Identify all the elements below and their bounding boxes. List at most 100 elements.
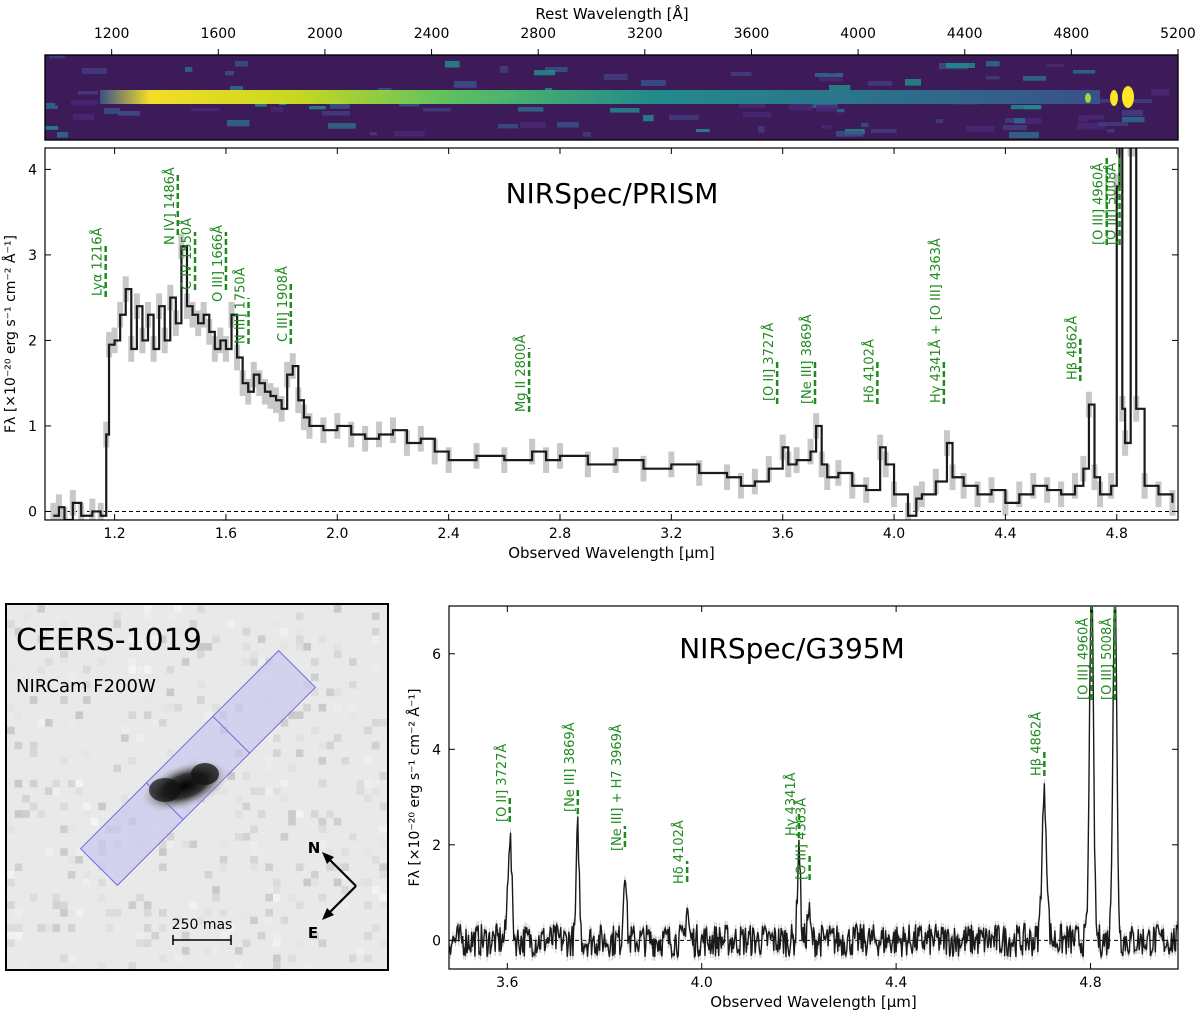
spectrum-2d-noise-patch: [191, 108, 220, 112]
noise-pixel: [67, 909, 76, 917]
noise-pixel: [235, 962, 243, 970]
spectrum-2d-noise-patch: [394, 131, 425, 137]
noise-pixel: [371, 886, 380, 894]
noise-pixel: [197, 802, 205, 811]
noise-pixel: [204, 848, 213, 856]
noise-pixel: [235, 795, 243, 803]
spectrum-2d-noise-patch: [821, 125, 832, 129]
spectrum-2d-noise-patch: [423, 108, 451, 112]
spectrum-2d-noise-patch: [57, 132, 69, 138]
spectrum-2d-noise-patch: [55, 102, 85, 106]
noise-pixel: [341, 863, 349, 871]
spectrum-2d-noise-patch: [1023, 76, 1047, 81]
noise-pixel: [52, 635, 61, 643]
noise-pixel: [83, 871, 91, 879]
noise-pixel: [159, 840, 167, 849]
spectrum-2d-noise-patch: [1129, 99, 1152, 104]
noise-pixel: [105, 924, 114, 932]
spectrum-2d-noise-patch: [534, 70, 556, 76]
spectrum-2d-noise-patch: [836, 131, 864, 137]
noise-pixel: [265, 764, 273, 773]
noise-pixel: [151, 635, 159, 643]
compass-n-label: N: [308, 839, 321, 857]
noise-pixel: [29, 802, 38, 811]
y-tick-label: 3: [28, 248, 37, 264]
prism-panel: 1.2 1.6 2.0 2.4 2.8 3.2 3.6 4.0 4.4 4.8 0 1 2 3 4 Obser…: [2, 4, 1196, 562]
noise-pixel: [333, 734, 342, 742]
spectrum-2d-panel: [44, 54, 1179, 141]
noise-pixel: [371, 635, 380, 643]
y-tick-label: 1: [28, 419, 37, 435]
noise-pixel: [166, 703, 175, 712]
noise-pixel: [75, 855, 83, 864]
noise-pixel: [288, 954, 296, 963]
noise-pixel: [250, 916, 258, 925]
noise-pixel: [60, 620, 68, 628]
spectrum-2d-hbeta-blob: [1085, 93, 1091, 103]
noise-pixel: [128, 962, 137, 970]
y-tick-label: 0: [28, 504, 37, 520]
spectrum-2d-noise-patch: [1009, 132, 1039, 139]
noise-pixel: [257, 787, 266, 795]
line-label: O III] 1666Å: [210, 225, 226, 302]
noise-pixel: [349, 658, 357, 666]
noise-pixel: [250, 848, 258, 856]
spectrum-2d-noise-patch: [322, 111, 351, 116]
spectrum-2d-noise-patch: [78, 91, 98, 95]
noise-pixel: [7, 871, 15, 879]
noise-pixel: [257, 848, 266, 856]
noise-pixel: [242, 627, 251, 636]
noise-pixel: [189, 878, 197, 887]
spectrum-2d-noise-patch: [454, 81, 477, 88]
noise-pixel: [364, 757, 372, 765]
noise-pixel: [250, 863, 258, 871]
noise-pixel: [60, 650, 68, 659]
noise-pixel: [75, 848, 83, 856]
noise-pixel: [83, 696, 91, 704]
line-label: Hγ 4341Å: [783, 772, 799, 836]
spectrum-2d-noise-patch: [966, 126, 995, 132]
galaxy-clump-2: [191, 763, 219, 785]
top-x-tick-label: 4400: [947, 26, 983, 42]
noise-pixel: [333, 643, 342, 651]
spectrum-2d-noise-patch: [610, 108, 640, 113]
line-label: N IV] 1486Å: [162, 167, 178, 245]
noise-pixel: [273, 779, 281, 788]
noise-pixel: [379, 802, 387, 811]
noise-pixel: [371, 855, 380, 864]
noise-pixel: [159, 643, 167, 651]
spectrum-2d-noise-patch: [545, 67, 568, 73]
noise-pixel: [52, 893, 61, 902]
noise-pixel: [364, 931, 372, 940]
noise-pixel: [7, 825, 15, 833]
noise-pixel: [349, 833, 357, 841]
noise-pixel: [212, 703, 220, 712]
noise-pixel: [257, 658, 266, 666]
spectrum-2d-noise-patch: [669, 115, 699, 120]
x-tick-label: 4.0: [883, 526, 905, 542]
noise-pixel: [37, 635, 45, 643]
noise-pixel: [273, 749, 281, 757]
noise-pixel: [318, 817, 327, 826]
noise-pixel: [311, 931, 319, 940]
noise-pixel: [265, 787, 273, 795]
noise-pixel: [379, 871, 387, 879]
noise-pixel: [151, 931, 159, 940]
spectrum-2d-noise-patch: [45, 126, 59, 130]
noise-pixel: [242, 939, 251, 947]
noise-pixel: [371, 741, 380, 750]
noise-pixel: [7, 931, 15, 940]
noise-pixel: [159, 703, 167, 712]
spectrum-2d-noise-patch: [1151, 89, 1170, 96]
noise-pixel: [83, 665, 91, 674]
noise-pixel: [181, 840, 190, 849]
plot-frame: [448, 605, 1179, 970]
noise-pixel: [159, 719, 167, 727]
noise-pixel: [250, 825, 258, 833]
noise-pixel: [83, 749, 91, 757]
noise-pixel: [280, 779, 289, 788]
line-label: N III] 1750Å: [232, 267, 248, 344]
noise-pixel: [288, 810, 296, 818]
noise-pixel: [75, 787, 83, 795]
noise-pixel: [14, 741, 23, 750]
